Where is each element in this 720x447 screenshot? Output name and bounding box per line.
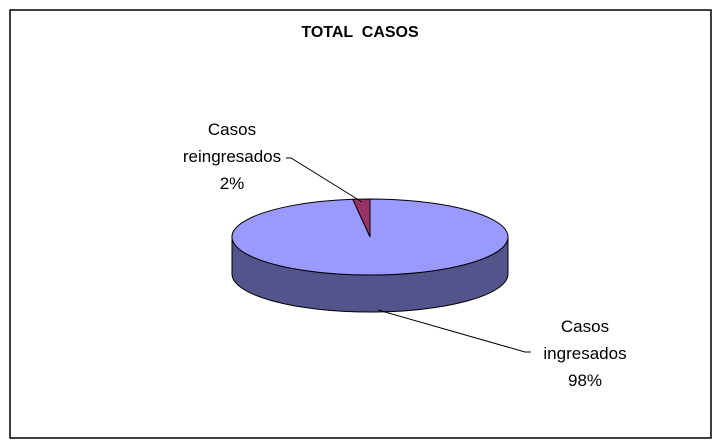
category-label: Casos reingresados [182, 120, 282, 166]
pie [231, 198, 509, 313]
leader-line [286, 157, 363, 203]
data-label: Casos ingresados 98% [525, 313, 645, 394]
leader-line [377, 309, 531, 353]
data-label: Casos reingresados 2% [172, 116, 292, 197]
value-label: 2% [219, 174, 245, 193]
chart-title: TOTAL CASOS [301, 24, 419, 41]
slice [231, 198, 509, 276]
category-label: Casos ingresados [543, 317, 627, 363]
value-label: 98% [567, 371, 603, 390]
